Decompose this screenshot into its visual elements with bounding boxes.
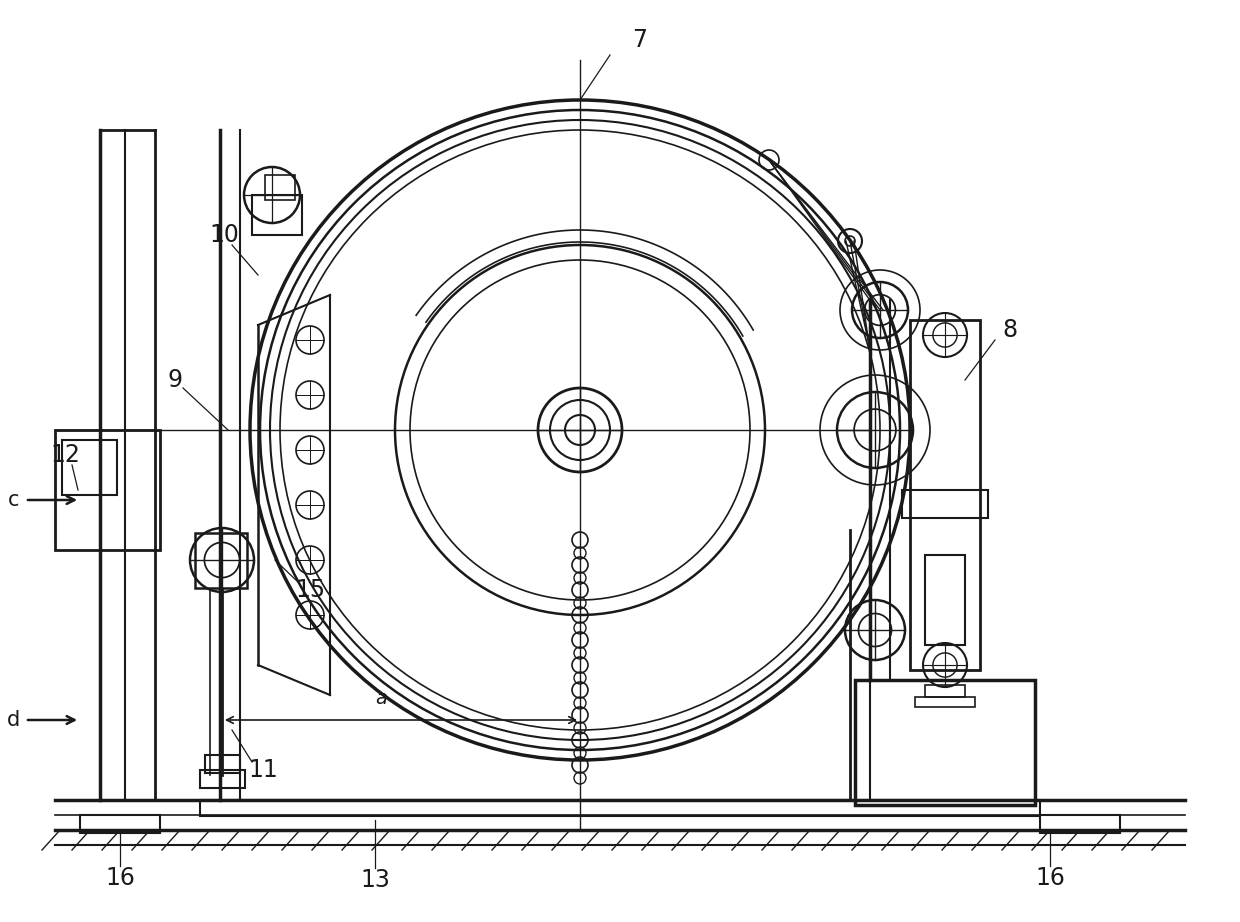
- Bar: [200, 800, 1040, 816]
- Text: 9: 9: [167, 368, 182, 392]
- Bar: [252, 195, 303, 235]
- Text: 7: 7: [632, 28, 647, 52]
- Bar: [915, 697, 975, 707]
- Bar: [205, 755, 241, 773]
- Bar: [62, 440, 117, 495]
- Text: 12: 12: [50, 443, 79, 467]
- Bar: [925, 555, 965, 645]
- Text: 13: 13: [360, 868, 389, 892]
- Bar: [200, 770, 246, 788]
- Text: 8: 8: [1002, 318, 1018, 342]
- Bar: [910, 320, 980, 670]
- Bar: [1040, 815, 1120, 833]
- Text: c: c: [9, 490, 20, 510]
- Bar: [195, 533, 247, 588]
- Text: d: d: [7, 710, 21, 730]
- Text: 16: 16: [105, 866, 135, 890]
- Text: 11: 11: [248, 758, 278, 782]
- Bar: [925, 685, 965, 697]
- Bar: [55, 430, 160, 550]
- Text: 16: 16: [1035, 866, 1065, 890]
- Bar: [265, 175, 295, 200]
- Text: 10: 10: [210, 223, 239, 247]
- Bar: [81, 815, 160, 833]
- Text: a: a: [374, 689, 387, 708]
- Text: 15: 15: [295, 578, 325, 602]
- Bar: [856, 680, 1035, 805]
- Bar: [901, 490, 988, 518]
